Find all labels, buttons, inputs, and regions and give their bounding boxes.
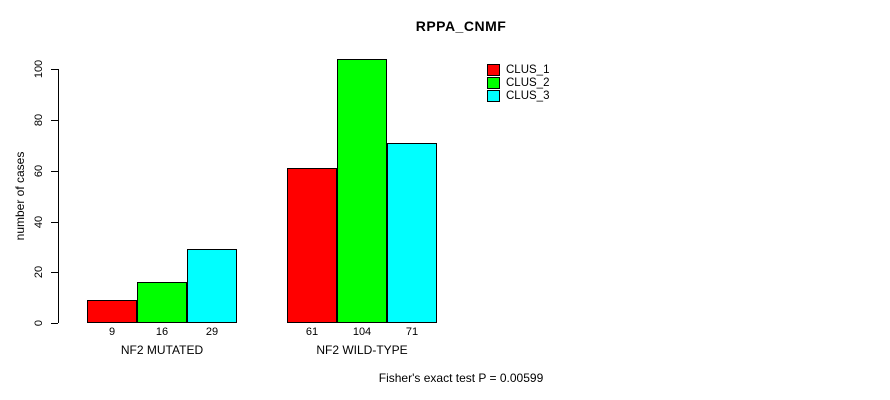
legend-swatch-clus_3 bbox=[487, 90, 500, 103]
y-axis-tick-label: 80 bbox=[33, 113, 45, 127]
fisher-test-annotation: Fisher's exact test P = 0.00599 bbox=[378, 371, 544, 385]
y-axis-tick bbox=[51, 170, 58, 172]
y-axis-tick bbox=[51, 221, 58, 223]
y-axis-tick bbox=[51, 120, 58, 122]
category-label: NF2 WILD-TYPE bbox=[316, 343, 408, 357]
legend-row-clus_3: CLUS_3 bbox=[487, 90, 549, 103]
y-axis-tick-label: 0 bbox=[33, 319, 45, 327]
legend: CLUS_1 CLUS_2 CLUS_3 bbox=[487, 63, 549, 103]
bar-value-label: 61 bbox=[305, 326, 319, 338]
bar-value-label: 104 bbox=[352, 326, 372, 338]
legend-row-clus_1: CLUS_1 bbox=[487, 63, 549, 76]
y-axis-label: number of cases bbox=[13, 151, 27, 241]
bar-value-label: 29 bbox=[205, 326, 219, 338]
bar-clus_2-1 bbox=[137, 282, 187, 323]
bar-clus_3-2 bbox=[387, 143, 437, 323]
legend-label: CLUS_2 bbox=[506, 77, 550, 90]
bar-value-label: 71 bbox=[405, 326, 419, 338]
y-axis-tick-label: 40 bbox=[33, 215, 45, 228]
legend-row-clus_2: CLUS_2 bbox=[487, 76, 550, 90]
chart-title: RPPA_CNMF bbox=[415, 18, 507, 34]
y-axis-tick bbox=[51, 323, 58, 324]
category-label: NF2 MUTATED bbox=[120, 343, 204, 357]
legend-swatch-clus_1 bbox=[487, 63, 500, 76]
legend-label: CLUS_3 bbox=[506, 90, 550, 103]
bar-clus_3-1 bbox=[187, 249, 237, 323]
bar-clus_1-1 bbox=[87, 300, 137, 323]
y-axis-tick-label: 100 bbox=[33, 60, 45, 79]
y-axis-tick bbox=[51, 272, 58, 274]
bar-clus_2-2 bbox=[337, 59, 387, 323]
y-axis-line bbox=[58, 69, 59, 323]
y-axis-tick bbox=[51, 69, 58, 71]
y-axis-tick-label: 60 bbox=[33, 164, 45, 177]
y-axis-tick-label: 20 bbox=[33, 266, 45, 279]
legend-swatch-clus_2 bbox=[487, 77, 500, 90]
legend-label: CLUS_1 bbox=[506, 63, 550, 76]
bar-value-label: 9 bbox=[108, 326, 116, 338]
bar-clus_1-2 bbox=[287, 168, 337, 323]
bar-value-label: 16 bbox=[155, 326, 169, 338]
